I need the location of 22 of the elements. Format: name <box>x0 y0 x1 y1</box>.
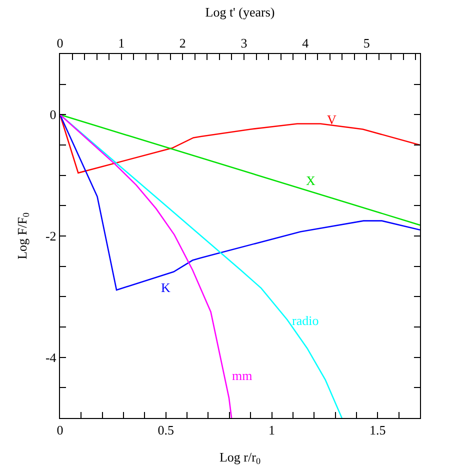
series-label: K <box>161 280 171 295</box>
series-label: mm <box>232 368 252 383</box>
x-tick-label: 0.5 <box>158 422 174 438</box>
x-tick-label: 1 <box>268 422 276 438</box>
x2-tick-label: 4 <box>302 36 310 51</box>
series-label: radio <box>292 313 319 328</box>
line-series <box>60 114 420 174</box>
x-tick-label: 1.5 <box>370 422 386 438</box>
line-series <box>60 114 343 418</box>
y-tick-label: -2 <box>45 228 56 244</box>
y-tick-label: 0 <box>50 107 56 122</box>
line-series <box>60 114 232 418</box>
x2-tick-label: 1 <box>118 36 125 51</box>
x2-tick-label: 5 <box>363 36 370 51</box>
x2-tick-label: 2 <box>179 36 186 51</box>
x2-tick-label: 3 <box>240 36 248 51</box>
series-label: X <box>306 173 316 188</box>
series-label: V <box>327 112 337 127</box>
line-series <box>60 114 420 291</box>
y-tick-label: -4 <box>45 350 57 365</box>
x2-axis-title: Log t' (years) <box>205 4 275 20</box>
x-axis-title: Log r/r$_{0}$ <box>219 449 261 466</box>
